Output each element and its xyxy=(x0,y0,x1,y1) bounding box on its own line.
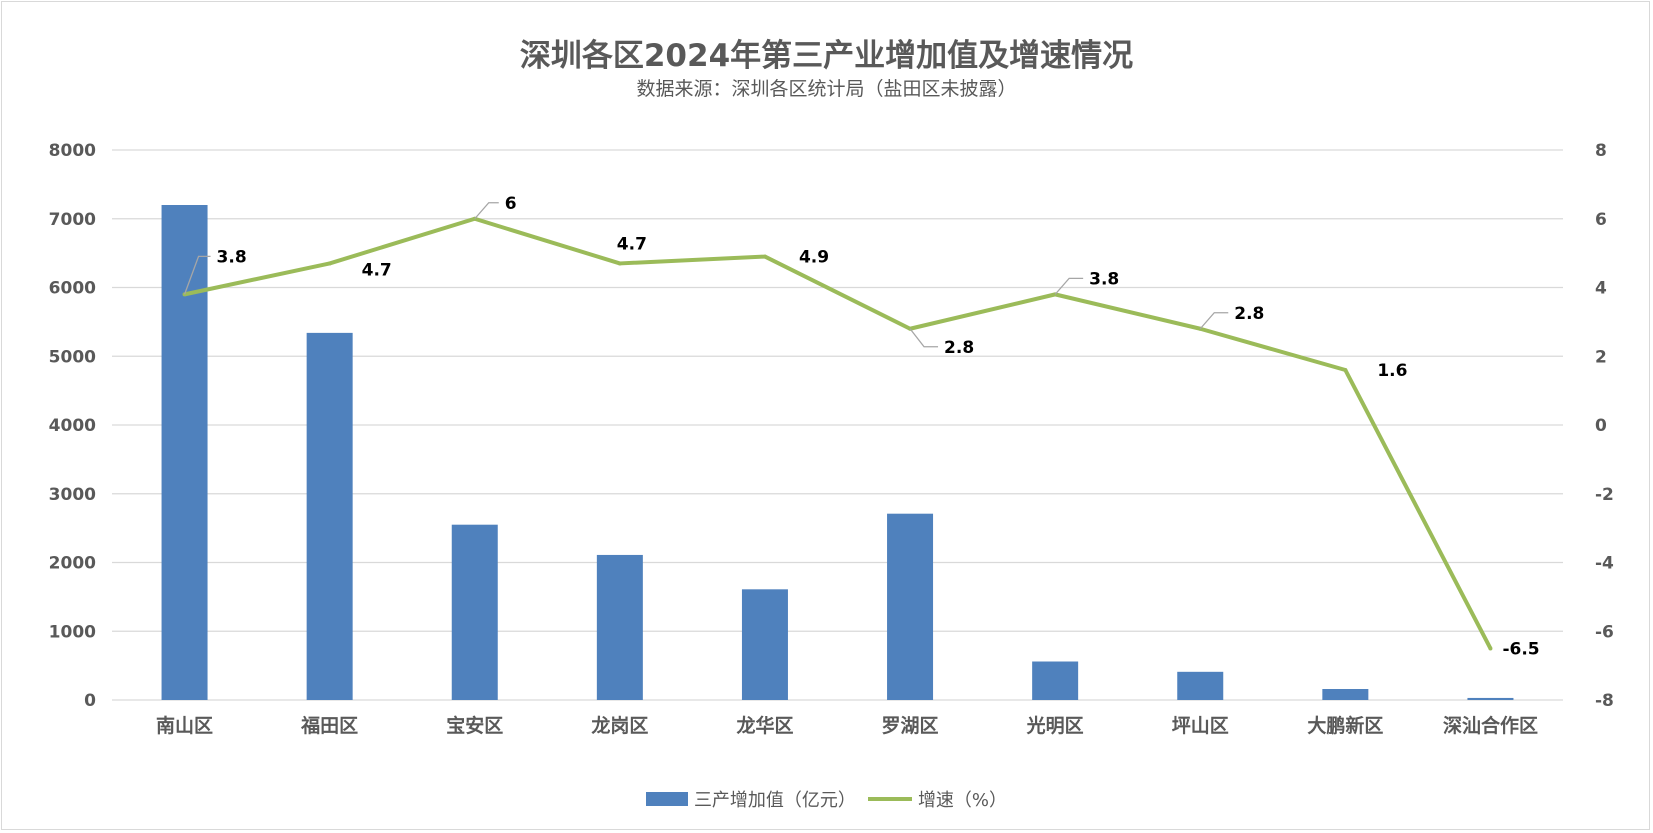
x-category-label: 坪山区 xyxy=(1172,715,1229,737)
y-right-tick-label: -6 xyxy=(1595,622,1614,642)
line-point xyxy=(1488,646,1493,651)
y-left-tick-label: 3000 xyxy=(49,485,96,505)
line-data-label: 2.8 xyxy=(944,338,974,358)
data-label-leader xyxy=(183,255,211,295)
x-category-label: 大鹏新区 xyxy=(1307,714,1383,737)
x-category-label: 宝安区 xyxy=(446,714,503,737)
y-right-tick-label: 6 xyxy=(1595,210,1607,230)
line-data-label: 3.8 xyxy=(1089,269,1119,289)
y-left-tick-label: 1000 xyxy=(49,622,96,642)
line-point xyxy=(762,254,767,259)
line-data-label: 4.7 xyxy=(617,234,647,254)
line-point xyxy=(617,261,622,266)
line-point xyxy=(1343,368,1348,372)
y-right-tick-label: 2 xyxy=(1595,347,1607,367)
y-left-tick-label: 5000 xyxy=(49,347,96,367)
y-right-tick-label: -8 xyxy=(1595,691,1614,711)
chart-subtitle: 数据来源：深圳各区统计局（盐田区未披露） xyxy=(636,78,1017,100)
bar xyxy=(1032,661,1079,700)
bar xyxy=(306,332,353,700)
bar xyxy=(1467,697,1514,700)
line-data-label: 6 xyxy=(505,194,517,214)
legend-bar-label: 三产增加值（亿元） xyxy=(693,790,856,811)
x-category-label: 福田区 xyxy=(300,714,358,737)
line-data-label: 4.9 xyxy=(799,248,829,268)
legend-bar-swatch xyxy=(645,792,688,806)
y-left-tick-label: 2000 xyxy=(49,554,96,574)
y-right-tick-label: 0 xyxy=(1595,416,1607,436)
x-category-label: 光明区 xyxy=(1026,714,1084,737)
y-left-tick-label: 6000 xyxy=(49,279,96,299)
chart-legend: 三产增加值（亿元） 增速（%） xyxy=(0,786,1653,812)
line-data-label: 4.7 xyxy=(362,260,392,280)
growth-line xyxy=(184,216,1493,650)
x-category-label: 南山区 xyxy=(156,715,213,737)
y-right-tick-label: 4 xyxy=(1595,279,1607,299)
legend-line-swatch xyxy=(867,797,912,801)
chart-title: 深圳各区2024年第三产业增加值及增速情况 xyxy=(519,38,1134,74)
line-point xyxy=(327,261,332,266)
legend-line-label: 增速（%） xyxy=(917,790,1008,811)
line-data-label: 1.6 xyxy=(1377,361,1407,381)
data-label-leader xyxy=(1054,277,1084,295)
data-label-leader xyxy=(474,202,499,220)
y-left-tick-label: 7000 xyxy=(49,210,96,230)
y-right-tick-label: -4 xyxy=(1595,554,1614,574)
x-category-label: 深汕合作区 xyxy=(1443,714,1538,737)
line-data-label: -6.5 xyxy=(1502,639,1539,659)
y-left-tick-label: 0 xyxy=(84,691,96,711)
legend-item-line: 增速（%） xyxy=(867,786,1008,812)
bar xyxy=(161,205,208,700)
x-category-label: 罗湖区 xyxy=(882,715,939,737)
x-category-label: 龙华区 xyxy=(736,714,793,737)
bar xyxy=(741,589,788,700)
line-data-label: 2.8 xyxy=(1234,304,1264,324)
y-right-tick-label: -2 xyxy=(1595,485,1614,505)
bar xyxy=(596,554,643,700)
bar xyxy=(1322,689,1369,700)
y-left-tick-label: 8000 xyxy=(49,141,96,161)
bar xyxy=(887,513,934,700)
line-data-label: 3.8 xyxy=(217,247,247,267)
y-left-tick-label: 4000 xyxy=(49,416,96,436)
bar xyxy=(1177,671,1224,700)
data-label-leader xyxy=(1199,312,1229,330)
legend-item-bar: 三产增加值（亿元） xyxy=(645,786,856,812)
data-label-leader xyxy=(909,328,939,348)
bar xyxy=(451,524,498,700)
y-right-tick-label: 8 xyxy=(1595,141,1607,161)
x-category-label: 龙岗区 xyxy=(591,714,648,737)
